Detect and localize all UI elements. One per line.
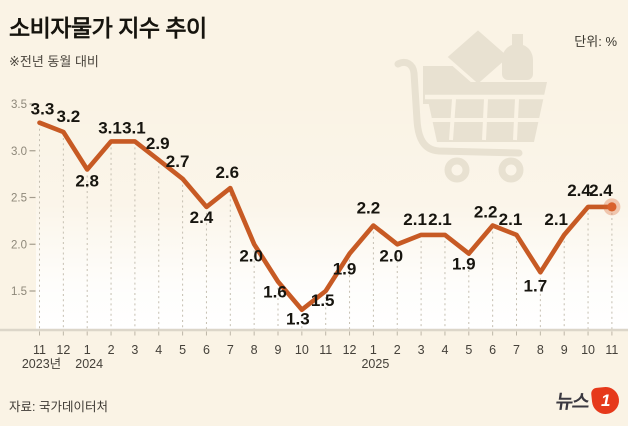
news1-logo: 뉴스 1 (554, 385, 621, 416)
news1-logo-badge-number: 1 (600, 390, 611, 410)
value-label: 2.1 (403, 210, 427, 229)
news1-logo-badge: 1 (590, 385, 621, 416)
year-label: 2023년 (22, 357, 61, 371)
value-labels: 3.3 3.22.83.1 3.12.92.72.42.62.01.61.31.51… (31, 100, 614, 329)
month-label: 11 (319, 343, 332, 357)
year-label: 2024 (75, 357, 103, 371)
month-label: 4 (441, 343, 448, 357)
month-label: 1 (84, 343, 91, 357)
y-tick-label: 3.0 (11, 146, 27, 158)
month-label: 5 (179, 343, 186, 357)
month-label: 10 (295, 343, 309, 357)
x-axis-month-labels: 11 12 1 2 3 4 5 6 7 8 9 10 11 12 1 2 3 4 5 6 7 8 9 10 11 (33, 343, 618, 357)
month-label: 5 (465, 343, 472, 357)
chart-subtitle: ※전년 동월 대비 (9, 54, 99, 69)
y-tick-label: 2.0 (11, 239, 27, 251)
month-label: 7 (227, 343, 234, 357)
month-label: 6 (203, 343, 210, 357)
source-label: 자료: 국가데이터처 (9, 400, 108, 414)
end-point-marker (603, 198, 621, 216)
value-label: 3.1 (122, 118, 146, 137)
gridlines (39, 128, 613, 329)
year-label: 2025 (361, 357, 389, 371)
x-axis (0, 328, 628, 336)
value-label: 1.7 (524, 276, 548, 295)
month-label: 11 (605, 343, 618, 357)
value-label: 2.2 (474, 203, 498, 222)
page-title: 소비자물가 지수 추이 (9, 15, 207, 41)
month-label: 4 (155, 343, 162, 357)
end-point-dot (607, 202, 617, 212)
month-label: 2 (108, 343, 115, 357)
month-label: 1 (370, 343, 377, 357)
value-label: 2.7 (166, 152, 190, 171)
value-label: 1.9 (333, 260, 357, 279)
y-axis-labels: 3.5 3.0 2.5 2.0 1.5 (11, 99, 36, 298)
x-axis-year-labels: 2023년 2024 2025 (22, 357, 390, 371)
value-label: 2.0 (379, 246, 403, 265)
month-label: 11 (33, 343, 46, 357)
value-label: 3.1 (98, 118, 122, 137)
value-label: 2.1 (544, 210, 568, 229)
month-label: 9 (275, 343, 282, 357)
value-label: 3.2 (57, 107, 81, 126)
unit-label: 단위: % (574, 34, 617, 49)
month-label: 7 (513, 343, 520, 357)
series (37, 120, 615, 313)
series-line (37, 120, 615, 313)
value-label: 2.1 (428, 210, 452, 229)
month-label: 10 (581, 343, 595, 357)
news1-logo-text: 뉴스 (554, 392, 591, 413)
value-label: 3.3 (31, 100, 55, 119)
month-label: 6 (489, 343, 496, 357)
month-label: 12 (56, 343, 70, 357)
month-label: 8 (537, 343, 544, 357)
value-label: 1.6 (263, 283, 287, 302)
shopping-cart-icon (394, 25, 547, 183)
y-tick-label: 1.5 (11, 286, 27, 298)
month-label: 3 (131, 343, 138, 357)
y-tick-label: 2.5 (11, 193, 27, 205)
month-label: 9 (561, 343, 568, 357)
value-label: 2.4 (589, 181, 613, 200)
value-label: 2.2 (357, 199, 381, 218)
value-label: 1.5 (311, 291, 335, 310)
value-label: 1.3 (286, 310, 310, 329)
month-label: 8 (251, 343, 258, 357)
value-label: 2.4 (567, 181, 591, 200)
month-label: 2 (394, 343, 401, 357)
month-label: 3 (418, 343, 425, 357)
value-label: 2.0 (239, 246, 263, 265)
value-label: 2.1 (499, 210, 523, 229)
value-label: 1.9 (452, 255, 476, 274)
month-label: 12 (343, 343, 357, 357)
value-label: 2.6 (215, 163, 239, 182)
value-label: 2.9 (146, 134, 170, 153)
value-label: 2.4 (190, 208, 214, 227)
value-label: 2.8 (75, 171, 99, 190)
y-tick-label: 3.5 (11, 99, 27, 111)
